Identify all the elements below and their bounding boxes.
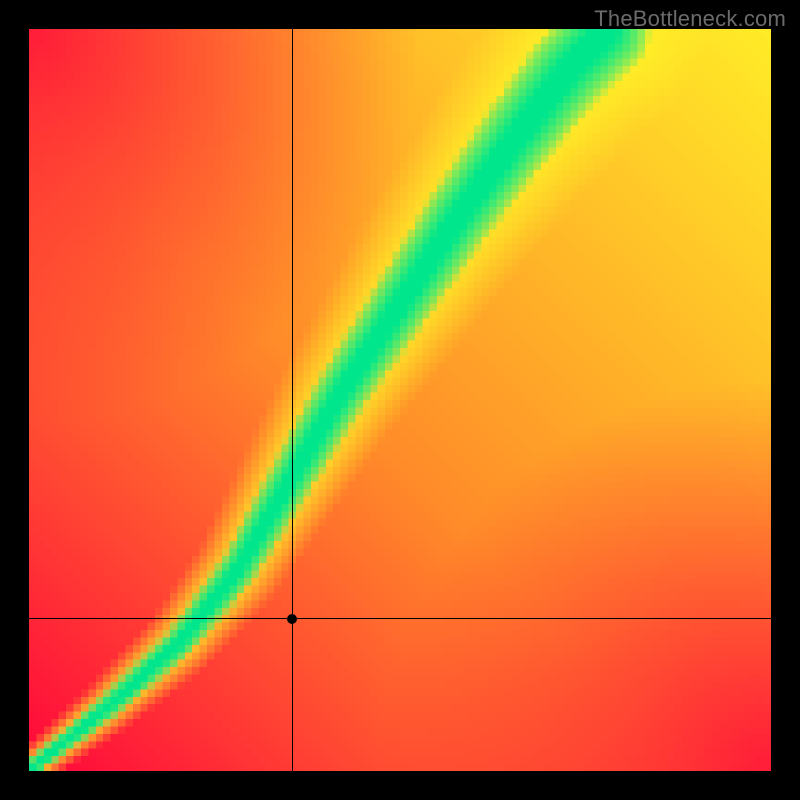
heatmap-canvas [29,29,771,771]
chart-container: TheBottleneck.com [0,0,800,800]
watermark-text: TheBottleneck.com [594,6,786,32]
crosshair-dot [287,614,297,624]
heatmap-plot-area [29,29,771,771]
crosshair-horizontal-line [29,618,771,619]
crosshair-vertical-line [292,29,293,771]
